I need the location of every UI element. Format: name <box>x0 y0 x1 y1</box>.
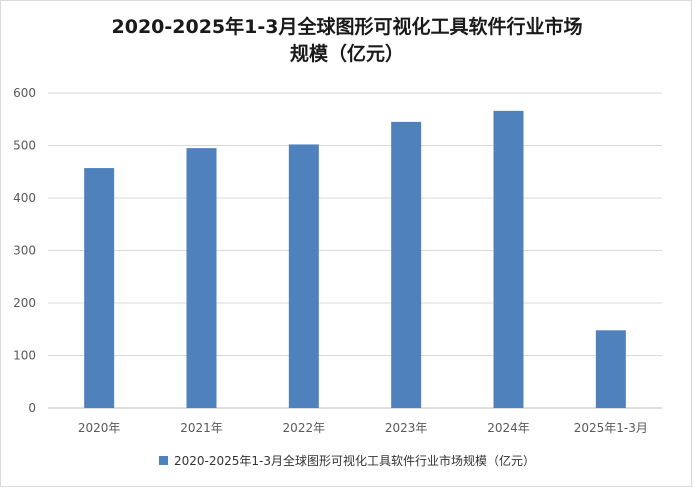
bar <box>186 148 217 408</box>
y-tick-label: 300 <box>13 244 36 258</box>
x-tick-label: 2023年 <box>385 421 428 435</box>
bar <box>288 144 319 408</box>
bar <box>595 330 626 408</box>
y-tick-label: 200 <box>13 296 36 310</box>
x-tick-label: 2020年 <box>78 421 121 435</box>
legend-label: 2020-2025年1-3月全球图形可视化工具软件行业市场规模（亿元） <box>173 454 535 468</box>
bar <box>493 110 524 408</box>
bar <box>84 168 115 408</box>
x-axis-ticks: 2020年 2021年 2022年 2023年 2024年 2025年1-3月 <box>78 421 648 435</box>
x-tick-label: 2024年 <box>487 421 530 435</box>
chart-title-line-2: 规模（亿元） <box>289 43 404 65</box>
x-tick-label: 2022年 <box>283 421 326 435</box>
chart-title: 2020-2025年1-3月全球图形可视化工具软件行业市场 规模（亿元） <box>0 14 694 68</box>
chart-title-line-1: 2020-2025年1-3月全球图形可视化工具软件行业市场 <box>111 16 583 38</box>
bar <box>391 121 422 408</box>
y-tick-label: 100 <box>13 349 36 363</box>
y-axis-ticks: 0 100 200 300 400 500 600 <box>13 86 36 415</box>
legend: 2020-2025年1-3月全球图形可视化工具软件行业市场规模（亿元） <box>0 452 694 469</box>
bars <box>84 110 626 408</box>
x-tick-label: 2021年 <box>180 421 223 435</box>
y-tick-label: 0 <box>28 401 36 415</box>
y-tick-label: 400 <box>13 191 36 205</box>
y-tick-label: 600 <box>13 86 36 100</box>
legend-swatch <box>158 456 168 465</box>
gridlines <box>48 92 662 409</box>
y-tick-label: 500 <box>13 139 36 153</box>
x-tick-label: 2025年1-3月 <box>574 421 648 435</box>
